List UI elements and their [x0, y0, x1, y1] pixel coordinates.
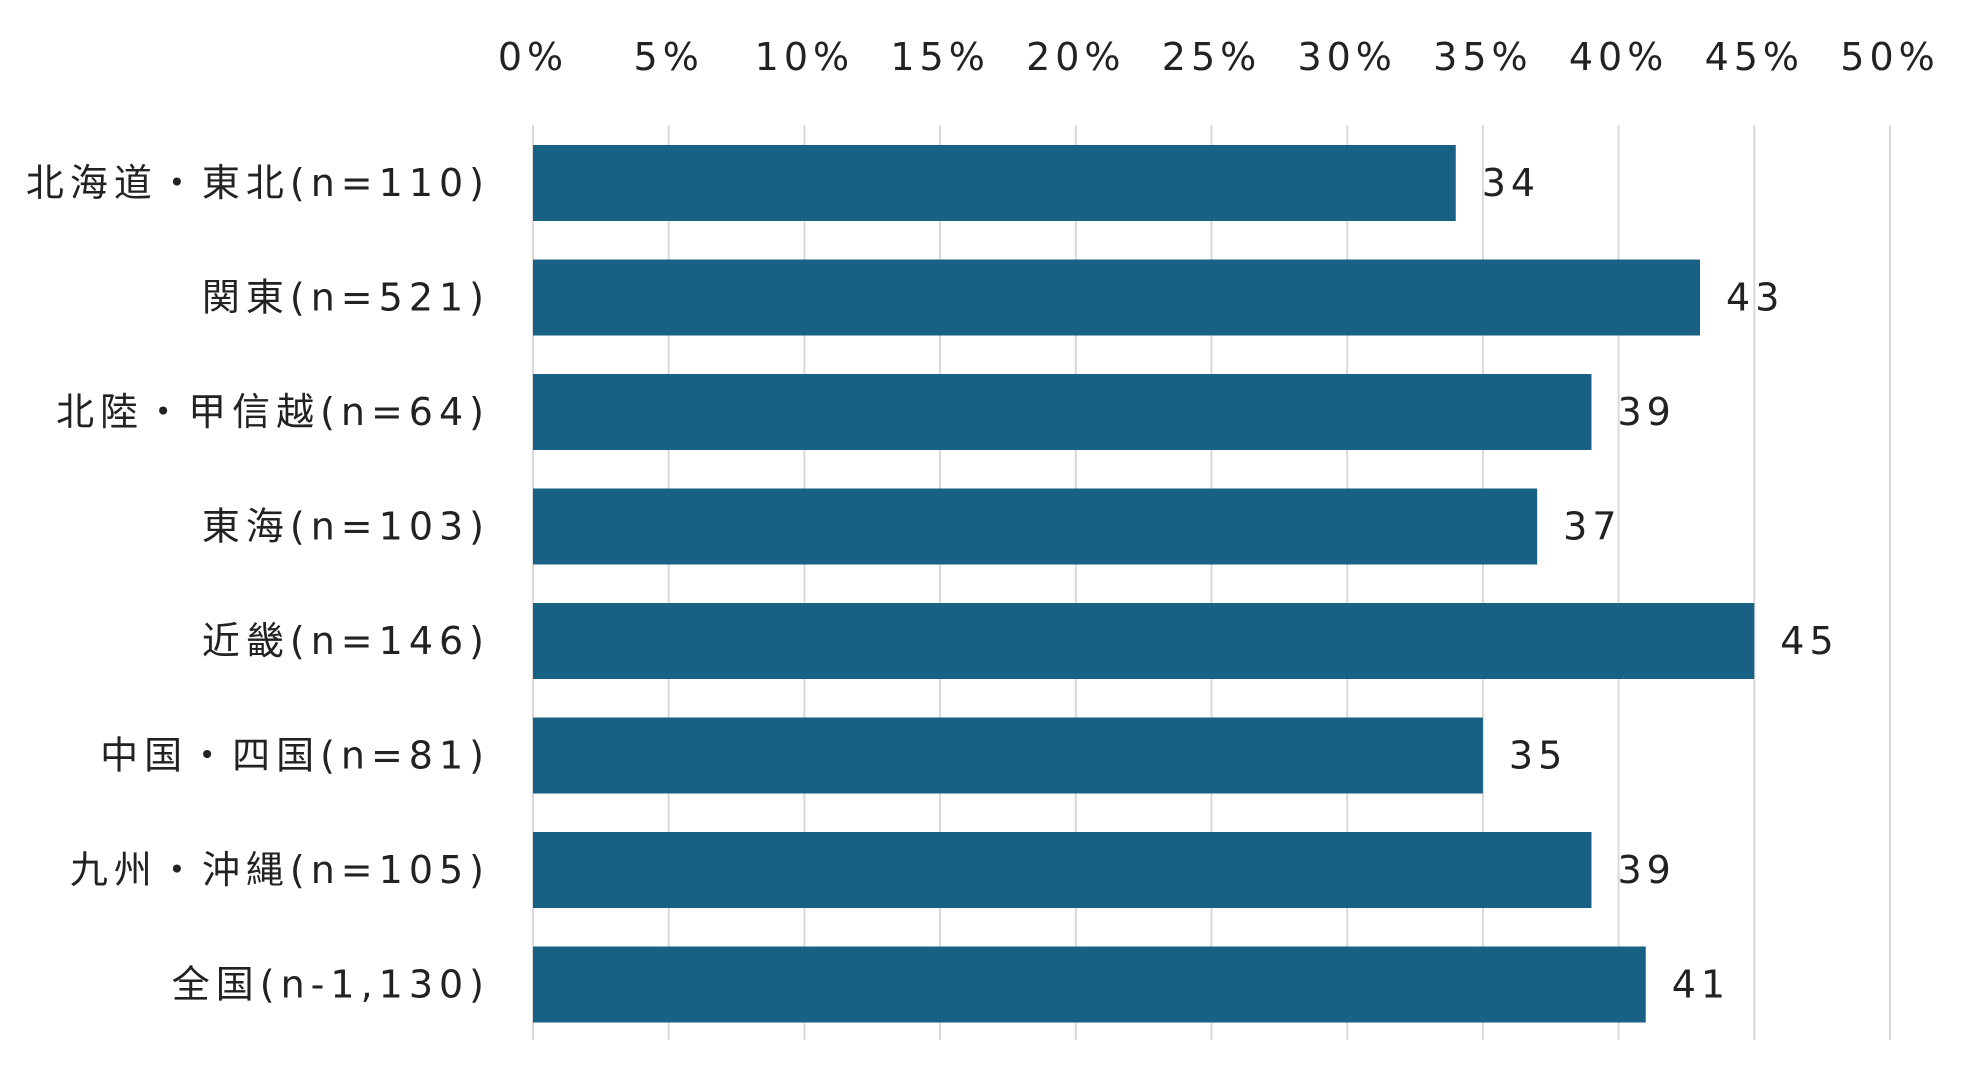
x-tick-label: 10% — [755, 35, 854, 79]
labels: 0% 5% 10% 15% 20% 25% 30% 35% 40% 45% 50% 北海道・東北(n=… — [26, 35, 1939, 1007]
bar — [533, 603, 1755, 679]
category-label: 九州・沖縄(n=105) — [70, 848, 490, 892]
data-label: 45 — [1780, 619, 1838, 663]
category-label: 東海(n=103) — [202, 505, 490, 549]
bar — [533, 488, 1538, 565]
x-tick-label: 20% — [1026, 35, 1125, 79]
data-label: 41 — [1672, 963, 1730, 1007]
data-label: 39 — [1617, 390, 1675, 434]
bar — [533, 832, 1592, 908]
bar — [533, 946, 1646, 1023]
data-label: 43 — [1726, 276, 1784, 320]
x-tick-label: 25% — [1162, 35, 1261, 79]
bar — [533, 145, 1456, 221]
data-label: 37 — [1563, 505, 1621, 549]
x-tick-label: 0% — [498, 35, 568, 79]
data-label: 35 — [1509, 734, 1567, 778]
category-label: 近畿(n=146) — [202, 619, 490, 663]
x-tick-label: 30% — [1297, 35, 1396, 79]
category-label: 北海道・東北(n=110) — [26, 161, 490, 205]
x-tick-label: 35% — [1433, 35, 1532, 79]
x-tick-label: 45% — [1705, 35, 1804, 79]
bar — [533, 717, 1483, 794]
bar — [533, 374, 1592, 450]
x-tick-label: 40% — [1569, 35, 1668, 79]
category-label: 北陸・甲信越(n=64) — [56, 390, 490, 434]
category-label: 中国・四国(n=81) — [100, 734, 490, 778]
x-tick-label: 15% — [890, 35, 989, 79]
category-label: 関東(n=521) — [202, 276, 490, 320]
data-label: 34 — [1482, 161, 1540, 205]
x-tick-label: 50% — [1840, 35, 1939, 79]
bars — [533, 145, 1755, 1023]
category-label: 全国(n-1,130) — [172, 963, 490, 1007]
data-label: 39 — [1617, 848, 1675, 892]
bar — [533, 259, 1701, 336]
x-tick-label: 5% — [634, 35, 704, 79]
